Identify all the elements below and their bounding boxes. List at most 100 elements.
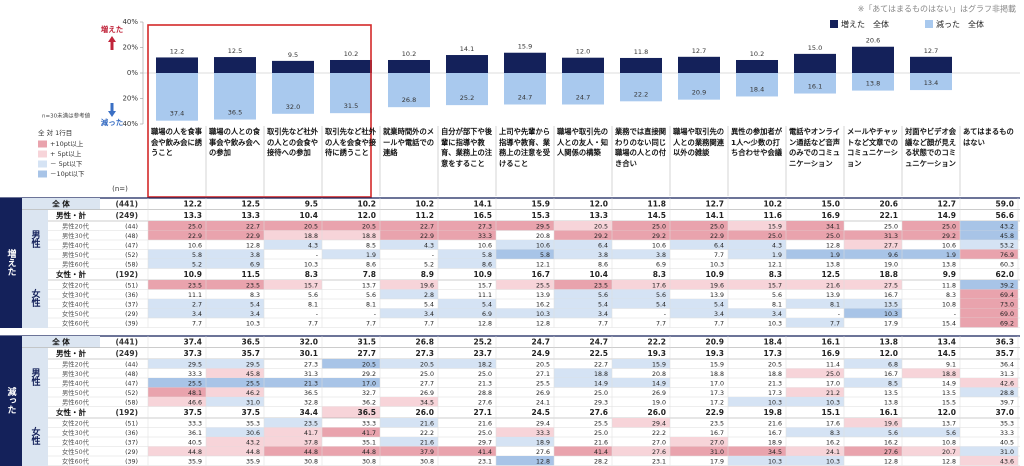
cell-value: - <box>316 311 318 318</box>
cell-value: 36.5 <box>357 408 376 417</box>
cell-value: 27.3 <box>304 361 318 368</box>
cell-highlight <box>554 289 612 299</box>
cell-value: 7.7 <box>714 252 724 259</box>
cell-value: - <box>432 252 434 259</box>
cell-value: 12.0 <box>589 199 608 208</box>
cell-value: 16.7 <box>884 292 898 299</box>
legend-label: － 5pt以下 <box>50 160 83 168</box>
cell-value: 20.5 <box>536 361 550 368</box>
cell-value: 69.0 <box>1000 311 1014 318</box>
row-n: (39) <box>125 320 138 327</box>
cell-value: 37.5 <box>241 408 260 417</box>
cell-value: 27.5 <box>884 282 898 289</box>
cell-highlight <box>206 437 264 447</box>
cell-highlight <box>438 299 496 309</box>
cell-highlight <box>148 230 206 240</box>
cell-highlight <box>960 230 1018 240</box>
cell-value: 5.4 <box>656 301 666 308</box>
cell-value: 28.8 <box>478 390 492 397</box>
bar-label: 9.5 <box>288 51 298 59</box>
cell-value: 18.8 <box>768 371 782 378</box>
cell-value: 5.6 <box>946 430 956 437</box>
bar <box>272 60 314 73</box>
bar-label: 14.1 <box>460 45 474 53</box>
y-tick-label: 20% <box>122 44 138 52</box>
bar-label: 12.0 <box>576 48 590 56</box>
cell-value: 29.5 <box>246 361 260 368</box>
cell-value: 18.8 <box>362 233 376 240</box>
cell-value: 44.8 <box>362 449 376 456</box>
bar <box>852 46 894 73</box>
row-label: 男性40代 <box>62 240 90 249</box>
cell-value: 6.4 <box>714 242 724 249</box>
cell-value: 8.3 <box>769 270 782 279</box>
cell-highlight <box>960 299 1018 309</box>
cell-highlight <box>264 418 322 428</box>
cell-value: 27.6 <box>884 449 898 456</box>
cell-highlight <box>728 456 786 466</box>
cell-highlight <box>264 446 322 456</box>
cell-value: 10.9 <box>705 270 724 279</box>
cell-highlight <box>902 230 960 240</box>
cell-value: 14.1 <box>473 199 492 208</box>
cell-highlight <box>206 280 264 290</box>
cell-value: 14.9 <box>594 380 608 387</box>
cell-value: 20.7 <box>942 449 956 456</box>
bar <box>794 73 836 94</box>
cell-value: 21.6 <box>478 420 492 427</box>
cell-value: 2.8 <box>424 292 434 299</box>
cell-value: 10.6 <box>478 242 492 249</box>
cell-value: 27.6 <box>589 408 608 417</box>
cell-value: 27.7 <box>357 349 376 358</box>
cell-value: 25.0 <box>826 371 840 378</box>
cell-value: 30.6 <box>246 430 260 437</box>
cell-value: 8.6 <box>598 261 608 268</box>
cell-value: 34.4 <box>299 408 318 417</box>
bar-label: 32.0 <box>286 103 300 111</box>
cell-value: 27.0 <box>710 439 724 446</box>
cell-value: 25.0 <box>942 223 956 230</box>
cell-highlight <box>438 259 496 269</box>
cell-value: 18.8 <box>879 270 898 279</box>
category-header: 職場の人との食事会や飲み会への参加 <box>209 127 261 157</box>
cell-value: 10.6 <box>652 242 666 249</box>
section-label: 減った <box>0 336 22 466</box>
cell-highlight <box>844 359 902 369</box>
cell-value: 45.8 <box>246 371 260 378</box>
cell-value: 3.4 <box>424 311 434 318</box>
cell-value: 33.3 <box>362 420 376 427</box>
cell-value: 6.8 <box>888 361 898 368</box>
cell-value: 29.2 <box>594 233 608 240</box>
cell-value: 28.2 <box>594 458 608 465</box>
cell-value: 20.8 <box>536 233 550 240</box>
row-label: 全 体 <box>51 198 70 208</box>
cell-value: 14.1 <box>705 211 724 220</box>
cell-highlight <box>670 308 728 318</box>
cell-value: 8.6 <box>482 261 492 268</box>
cell-value: 14.9 <box>652 380 666 387</box>
cell-value: 12.8 <box>536 320 550 327</box>
cell-value: 29.5 <box>188 361 202 368</box>
cell-value: 5.4 <box>714 301 724 308</box>
cell-value: 16.2 <box>536 301 550 308</box>
category-header: メールやチャットなど文章でのコミュニケーション <box>847 127 899 168</box>
legend-swatch <box>38 140 47 148</box>
cell-highlight <box>786 318 844 328</box>
cell-value: 32.8 <box>304 399 318 406</box>
bar <box>678 56 720 73</box>
bar-label: 26.8 <box>402 96 416 104</box>
bar <box>562 57 604 73</box>
cell-value: 22.7 <box>420 223 434 230</box>
legend-label: + 5pt以上 <box>50 149 82 158</box>
cell-value: 35.3 <box>246 420 260 427</box>
cell-value: 69.4 <box>1000 292 1014 299</box>
legend-label: 減った 全体 <box>936 19 984 29</box>
cell-highlight <box>148 299 206 309</box>
cell-value: 7.8 <box>363 270 376 279</box>
cell-value: 3.4 <box>250 311 260 318</box>
cell-value: 12.1 <box>536 261 550 268</box>
cell-value: 12.5 <box>241 199 260 208</box>
cell-value: 8.3 <box>946 292 956 299</box>
cell-value: 1.9 <box>366 252 376 259</box>
cell-value: 37.9 <box>420 449 434 456</box>
